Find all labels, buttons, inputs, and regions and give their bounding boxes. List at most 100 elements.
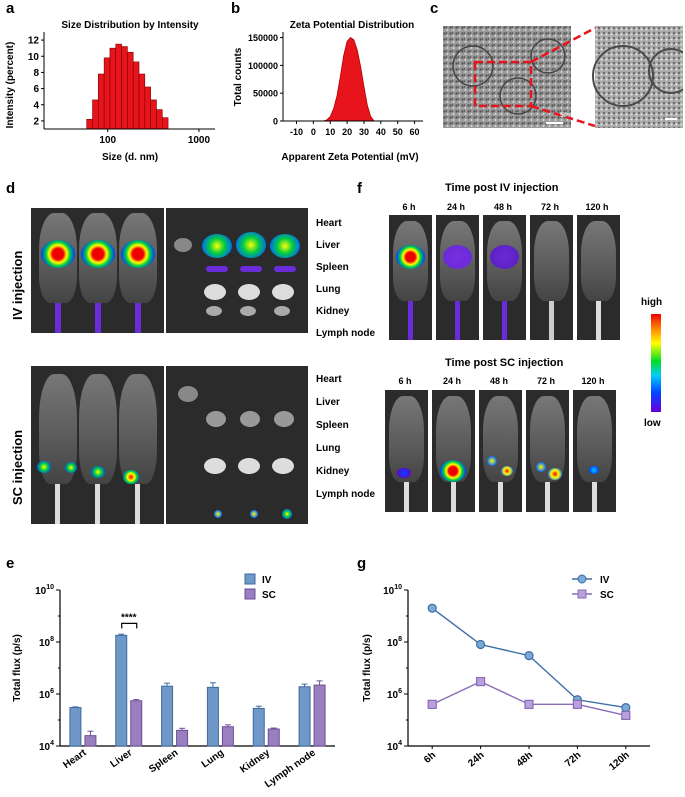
- chart-e-xtick-label: Heart: [61, 747, 89, 771]
- iv-timepoint-label: 6 h: [402, 202, 416, 212]
- chart-a-bar: [121, 46, 128, 130]
- iv-injection-label: IV injection: [10, 250, 25, 320]
- chart-a-ytick-label: 4: [33, 100, 39, 111]
- chart-a-bar: [103, 57, 111, 130]
- sc-timepoint-label: 6 h: [398, 376, 412, 386]
- chart-e-ytick-label: 104: [39, 740, 54, 753]
- chart-g-point-iv: [427, 603, 437, 613]
- sc-timepoint-label: 72 h: [536, 376, 555, 386]
- chart-b-xtick-label: 40: [376, 127, 386, 137]
- panel-label-f: f: [357, 180, 362, 197]
- chart-e-xtick-label: Spleen: [147, 747, 180, 775]
- chart-g-xtick-label: 24h: [466, 750, 486, 770]
- chart-g-point-iv: [621, 702, 631, 713]
- sc-mice-image: [31, 366, 164, 524]
- chart-a-bar: [115, 43, 122, 130]
- chart-a-ytick-label: 6: [33, 84, 39, 95]
- chart-g-point-sc: [427, 699, 437, 709]
- chart-e-xtick-label: Lung: [200, 747, 226, 770]
- chart-e-organ-flux: 104 106 108 1010 Heart Liver Spleen Lung KidneyL…: [12, 573, 335, 790]
- tem-scale-text: 50 nm: [560, 113, 577, 119]
- panel-label-a: a: [6, 0, 15, 17]
- chart-e-xtick-label: Kidney: [238, 747, 272, 775]
- chart-a-bar: [127, 51, 134, 130]
- chart-e-ytick-label: 106: [39, 688, 54, 701]
- chart-g-point-iv: [476, 639, 486, 650]
- sc-timepoint-image: [432, 390, 475, 512]
- chart-e-significance-bracket: [121, 622, 138, 629]
- panel-label-c: c: [430, 0, 439, 17]
- chart-b-title: Zeta Potential Distribution: [290, 20, 414, 31]
- iv-timepoint-image: [389, 215, 432, 340]
- iv-organ-label: Lymph node: [316, 328, 376, 339]
- chart-b-xtick-label: 50: [393, 127, 403, 137]
- chart-g-point-iv: [524, 650, 534, 661]
- chart-a-bar: [161, 117, 169, 130]
- chart-b-ylabel: Total counts: [233, 47, 244, 106]
- chart-g-legend-marker-iv: [577, 574, 587, 584]
- sc-timepoint-label: 48 h: [489, 376, 508, 386]
- iv-organ-label: Spleen: [316, 262, 349, 273]
- chart-g-legend-label: IV: [600, 575, 610, 586]
- chart-b-ytick-label: 150000: [248, 33, 278, 43]
- chart-a-size-distribution: Size Distribution by Intensity 2 4 6 8 10 12 10…: [5, 20, 215, 163]
- chart-e-bar-sc: [130, 700, 143, 747]
- chart-g-time-flux: 104 106 108 1010 6h 24h 48h 72h 120h IV SC Total fl…: [362, 574, 650, 773]
- chart-a-bar: [150, 99, 157, 130]
- chart-b-xtick-label: 20: [342, 127, 352, 137]
- tem-micrographs: [443, 26, 683, 128]
- chart-e-bar-sc: [84, 735, 97, 747]
- chart-g-xtick-label: 48h: [515, 750, 535, 770]
- chart-b-xtick-label: 10: [325, 127, 335, 137]
- sc-organ-label: Kidney: [316, 466, 350, 477]
- chart-g-xtick-label: 120h: [607, 750, 632, 773]
- chart-g-ytick-label: 108: [387, 636, 402, 649]
- chart-g-point-sc: [475, 676, 486, 687]
- chart-g-xtick-label: 72h: [563, 750, 583, 770]
- chart-a-bar: [144, 86, 151, 130]
- chart-e-bar-sc: [176, 729, 189, 747]
- chart-e-significance-label: ****: [121, 612, 137, 623]
- panel-label-b: b: [231, 0, 241, 17]
- chart-e-bar-iv: [252, 707, 265, 747]
- iv-organs-image: [166, 208, 308, 333]
- iv-timepoint-image: [577, 215, 620, 340]
- sc-organ-label: Lung: [316, 443, 341, 454]
- chart-a-xtick-label: 100: [99, 135, 116, 146]
- chart-e-bar-iv: [115, 634, 128, 747]
- chart-b-ytick-label: 0: [273, 117, 278, 127]
- iv-organ-label: Lung: [316, 284, 341, 295]
- iv-timepoint-label: 24 h: [446, 202, 465, 212]
- chart-a-bar: [132, 61, 140, 130]
- chart-b-zeta-potential: Zeta Potential Distribution 0 50000 100000 1…: [233, 20, 423, 163]
- chart-a-ytick-label: 10: [28, 52, 40, 63]
- chart-b-xtick-label: 30: [359, 127, 369, 137]
- iv-time-title: Time post IV injection: [445, 182, 559, 194]
- chart-g-line-sc: [431, 680, 626, 717]
- chart-e-bar-iv: [161, 685, 174, 747]
- chart-b-ytick-label: 50000: [253, 89, 278, 99]
- iv-timepoint-label: 48 h: [493, 202, 512, 212]
- sc-organ-label: Spleen: [316, 420, 349, 431]
- chart-e-legend-swatch: [244, 573, 256, 585]
- chart-g-point-sc: [572, 699, 582, 709]
- chart-g-point-sc: [621, 710, 631, 721]
- chart-e-legend-swatch: [244, 588, 256, 600]
- sc-time-title: Time post SC injection: [445, 357, 564, 369]
- panel-label-e: e: [6, 555, 15, 572]
- chart-e-bar-iv: [206, 686, 219, 747]
- chart-b-xtick-label: 60: [410, 127, 420, 137]
- iv-timepoint-label: 72 h: [540, 202, 559, 212]
- iv-timepoint-label: 120 h: [585, 202, 609, 212]
- chart-a-bar: [92, 99, 99, 130]
- iv-timepoint-image: [436, 215, 479, 340]
- chart-g-ytick-label: 1010: [383, 584, 402, 597]
- chart-e-xtick-label: Liver: [109, 747, 135, 770]
- iv-organ-label: Kidney: [316, 306, 350, 317]
- sc-injection-label: SC injection: [10, 429, 25, 505]
- chart-e-ytick-label: 108: [39, 636, 54, 649]
- sc-timepoint-image: [385, 390, 428, 512]
- intensity-color-scale: [651, 314, 661, 412]
- chart-a-bar: [86, 119, 93, 130]
- chart-b-xlabel: Apparent Zeta Potential (mV): [281, 152, 418, 163]
